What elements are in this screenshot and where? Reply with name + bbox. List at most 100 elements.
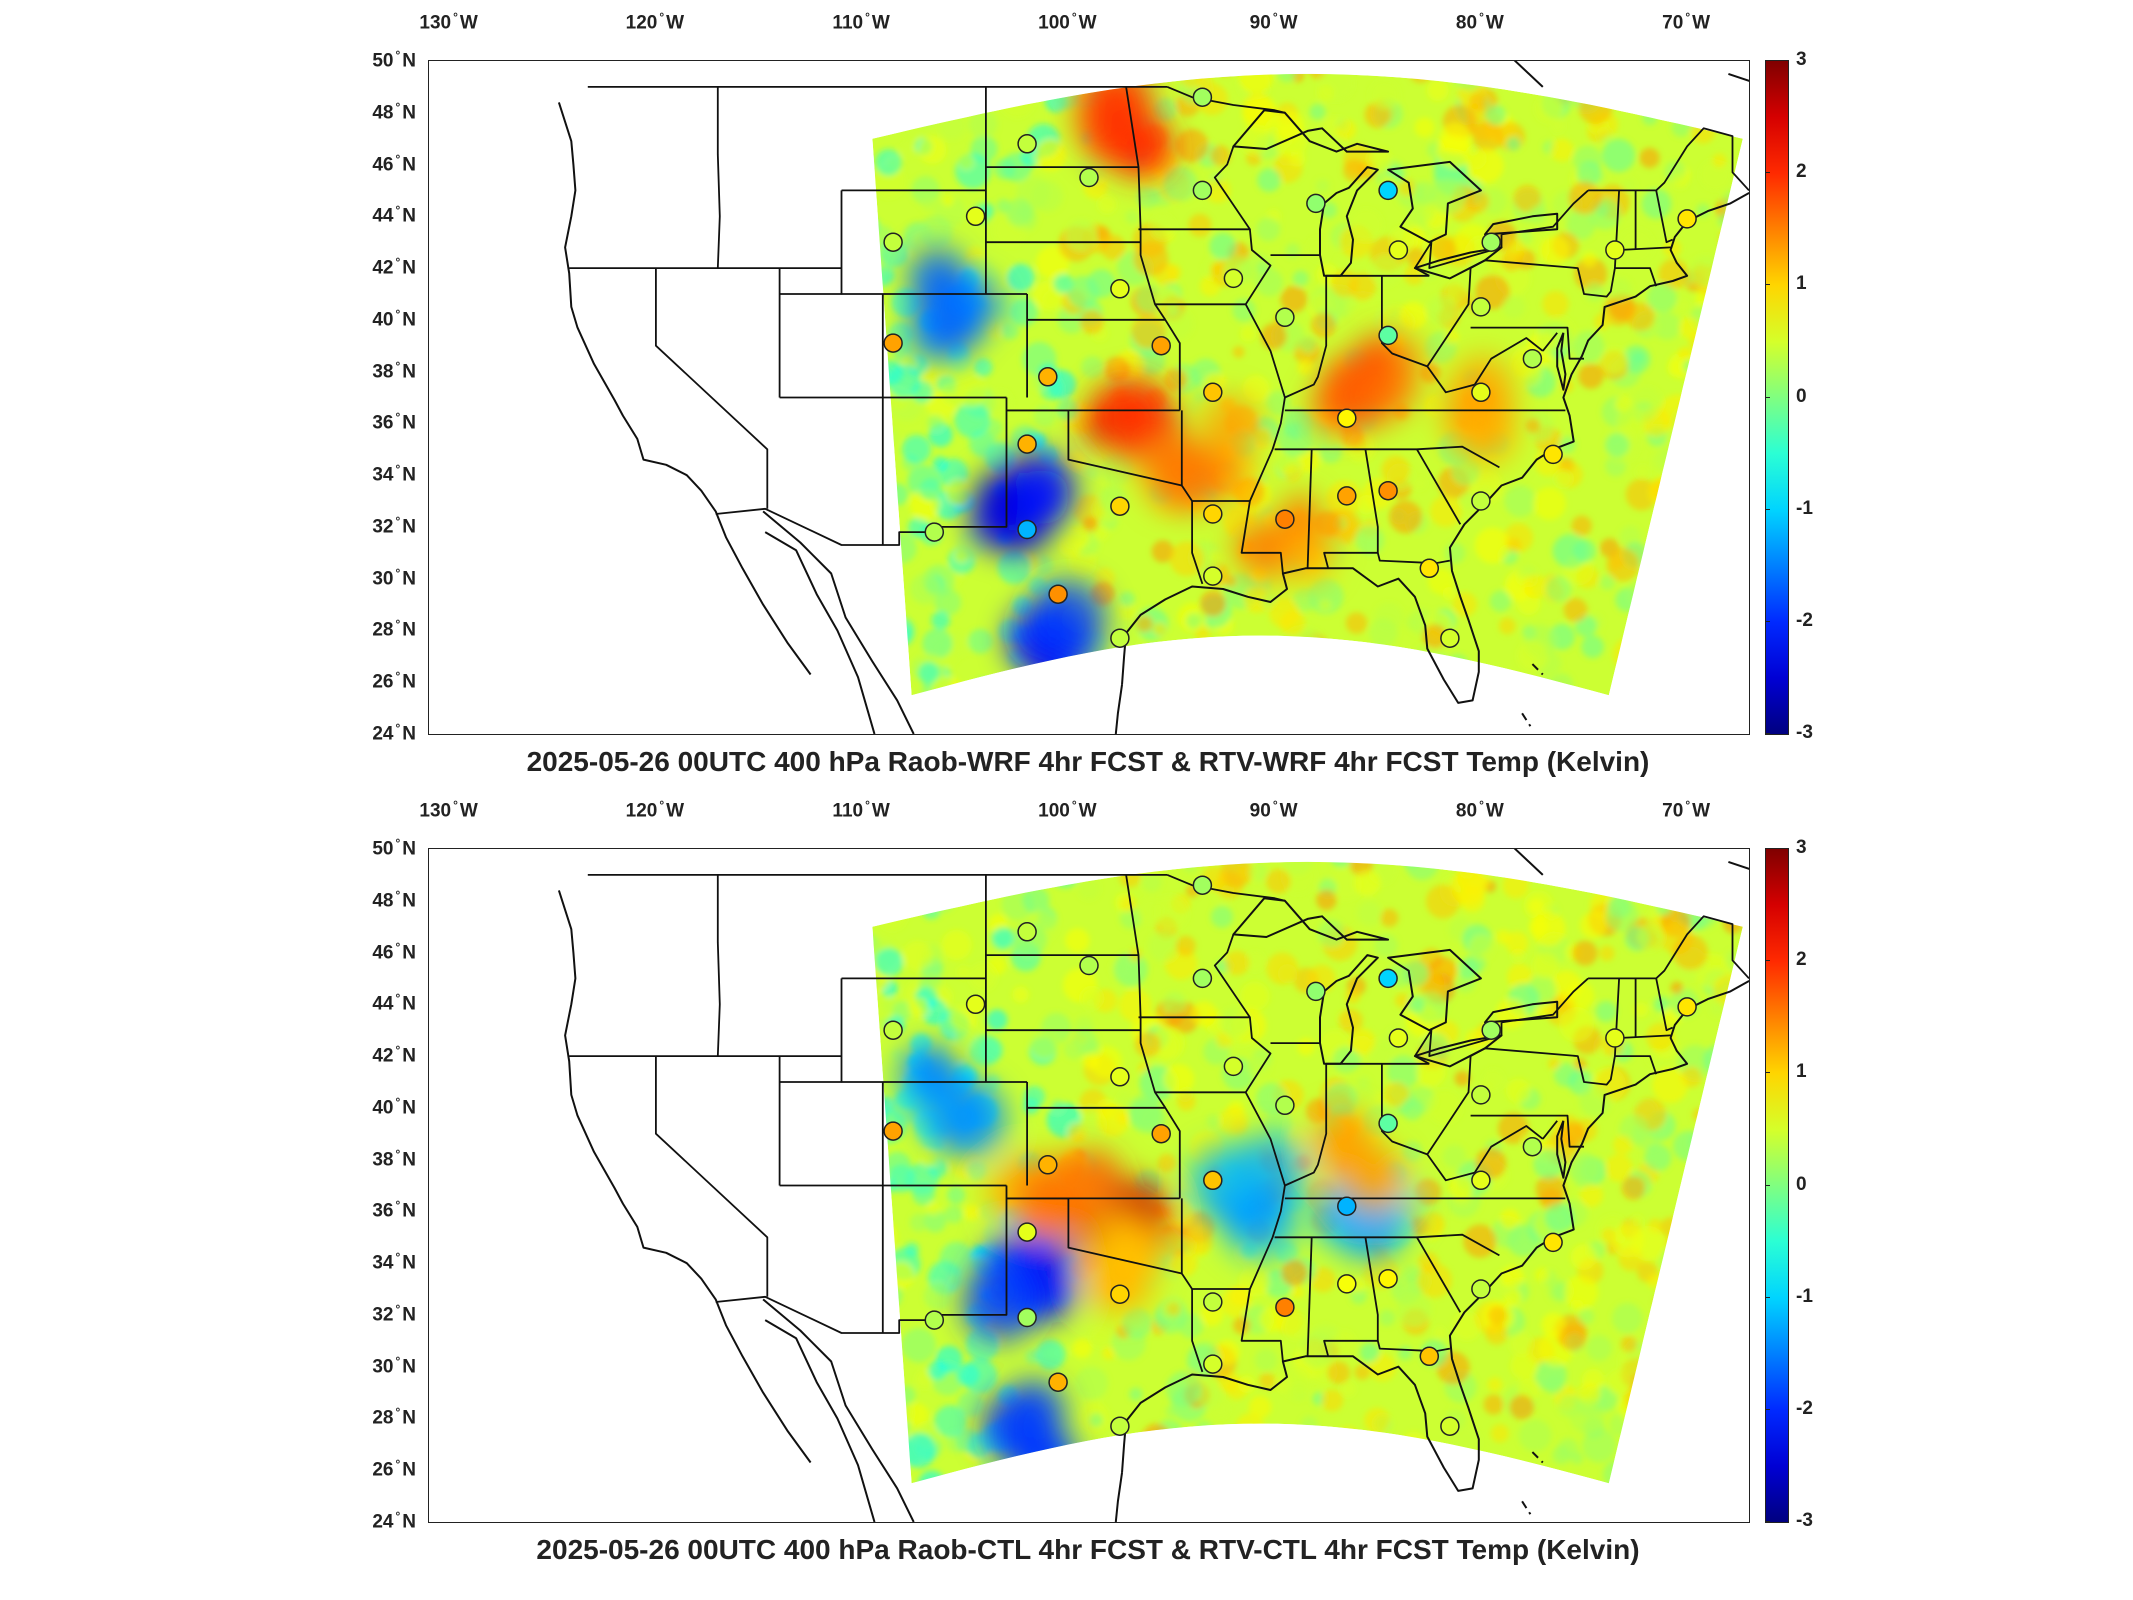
longitude-tick-label: 110 ° W: [832, 10, 890, 34]
colorbar-tick-label: 0: [1796, 385, 1807, 407]
raob-station-marker: [1378, 968, 1398, 989]
raob-station-marker: [965, 206, 986, 227]
latitude-tick-label: 48 ° N: [372, 99, 416, 124]
raob-station-marker: [1337, 486, 1357, 506]
map-area: [428, 848, 1750, 1523]
raob-station-marker: [1522, 1136, 1543, 1157]
longitude-tick-label: 80 ° W: [1455, 798, 1504, 822]
latitude-tick-label: 42 ° N: [372, 1043, 416, 1067]
raob-station-marker: [1151, 1123, 1171, 1144]
latitude-tick-label: 28 ° N: [372, 617, 416, 641]
colorbar-tick-label: 2: [1796, 161, 1807, 183]
raob-station-marker: [1017, 922, 1037, 942]
raob-station-marker: [1378, 480, 1398, 501]
raob-station-marker: [1306, 193, 1326, 214]
raob-station-marker: [1203, 504, 1223, 524]
longitude-tick-label: 80 ° W: [1455, 10, 1504, 34]
latitude-tick-label: 44 ° N: [372, 203, 416, 227]
latitude-tick-label: 26 ° N: [372, 669, 416, 693]
colorbar-tick-label: 3: [1796, 837, 1807, 858]
raob-station-marker: [883, 1020, 903, 1040]
map-area: [428, 60, 1750, 735]
latitude-tick-label: 30 ° N: [372, 1353, 416, 1378]
raob-station-marker: [1048, 1372, 1068, 1392]
colorbar: [1765, 848, 1789, 1523]
raob-station-marker: [1388, 240, 1409, 260]
colorbar-tick-label: 2: [1796, 949, 1807, 971]
raob-station-marker: [1440, 628, 1460, 648]
raob-station-marker: [1605, 240, 1625, 260]
map-svg: [557, 61, 1749, 734]
raob-station-marker: [1543, 1232, 1563, 1253]
raob-station-marker: [1192, 180, 1213, 201]
raob-station-marker: [924, 1310, 945, 1330]
raob-station-marker: [1481, 232, 1501, 252]
raob-station-marker: [1481, 1020, 1501, 1040]
raob-station-marker: [1110, 1416, 1130, 1436]
colorbar-tick-mark: [1765, 1408, 1770, 1410]
raob-station-marker: [1151, 335, 1171, 356]
raob-station-marker: [1378, 325, 1398, 346]
raob-station-marker: [1337, 1274, 1357, 1294]
raob-station-marker: [1677, 997, 1697, 1017]
raob-station-marker: [1378, 1268, 1398, 1289]
raob-station-marker: [1192, 87, 1213, 107]
panel-title: 2025-05-26 00UTC 400 hPa Raob-WRF 4hr FC…: [526, 746, 1650, 777]
longitude-tick-label: 90 ° W: [1249, 798, 1298, 822]
latitude-tick-label: 26 ° N: [372, 1457, 416, 1481]
raob-station-marker: [1192, 968, 1213, 989]
temperature-difference-field: [872, 861, 1743, 1484]
raob-station-marker: [1079, 167, 1099, 188]
raob-station-marker: [924, 522, 945, 542]
latitude-tick-label: 50 ° N: [372, 836, 416, 860]
colorbar-tick-label: 3: [1796, 49, 1807, 70]
raob-station-marker: [1275, 1297, 1295, 1317]
latitude-tick-label: 30 ° N: [372, 565, 416, 590]
raob-station-marker: [1110, 628, 1130, 648]
colorbar-tick-label: -1: [1796, 497, 1813, 519]
raob-station-marker: [1223, 268, 1244, 289]
raob-station-marker: [965, 994, 986, 1015]
colorbar-tick-mark: [1765, 396, 1770, 398]
longitude-tick-label: 70 ° W: [1662, 798, 1711, 822]
raob-station-marker: [1048, 584, 1068, 604]
latitude-tick-label: 42 ° N: [372, 255, 416, 279]
raob-station-marker: [1677, 209, 1697, 229]
raob-station-marker: [1017, 1222, 1037, 1242]
raob-station-marker: [1471, 297, 1491, 317]
colorbar-tick-label: 1: [1796, 1061, 1807, 1083]
colorbar-tick-label: -2: [1796, 609, 1813, 631]
colorbar-tick-mark: [1765, 284, 1770, 286]
map-panel-top: 130 ° W 120 ° W 110 ° W 100 ° W 90 ° W 80 ° W 70 ° W 50 ° N 48 °…: [0, 0, 2133, 790]
longitude-tick-label: 110 ° W: [832, 798, 890, 822]
field-anomalies: [897, 1043, 1421, 1484]
longitude-tick-label: 130 ° W: [419, 10, 478, 34]
colorbar-tick-mark: [1765, 1184, 1770, 1186]
colorbar-tick-mark: [1765, 508, 1770, 510]
raob-station-marker: [1079, 955, 1099, 976]
longitude-tick-label: 100 ° W: [1038, 10, 1097, 34]
raob-station-marker: [883, 333, 903, 353]
latitude-tick-label: 24 ° N: [372, 1509, 416, 1533]
colorbar-tick-mark: [1765, 172, 1770, 174]
raob-station-marker: [1337, 408, 1357, 428]
raob-station-marker: [883, 1121, 903, 1141]
raob-station-marker: [1223, 1056, 1244, 1077]
raob-station-marker: [1110, 496, 1130, 516]
raob-station-marker: [1419, 1346, 1440, 1367]
longitude-tick-label: 100 ° W: [1038, 798, 1097, 822]
latitude-tick-label: 36 ° N: [372, 1198, 416, 1222]
colorbar-tick-mark: [1765, 733, 1770, 734]
latitude-tick-label: 50 ° N: [372, 48, 416, 72]
latitude-tick-label: 38 ° N: [372, 1146, 416, 1170]
colorbar-tick-label: -3: [1796, 1510, 1813, 1531]
raob-station-marker: [1419, 558, 1440, 579]
colorbar-tick-mark: [1765, 1296, 1770, 1298]
colorbar-tick-mark: [1765, 60, 1770, 61]
raob-station-marker: [1471, 1170, 1491, 1191]
raob-station-marker: [1275, 307, 1295, 328]
raob-station-marker: [1017, 434, 1037, 454]
raob-station-marker: [1275, 1095, 1295, 1116]
raob-station-marker: [1378, 180, 1398, 201]
latitude-tick-label: 38 ° N: [372, 358, 416, 382]
